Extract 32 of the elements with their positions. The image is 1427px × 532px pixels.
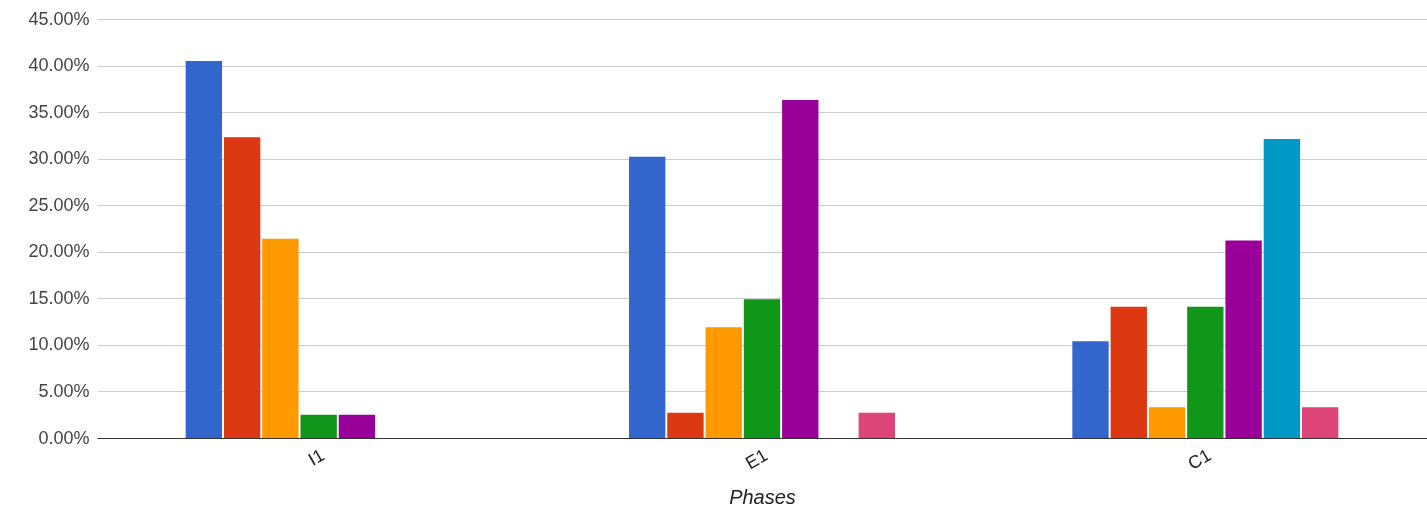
bar xyxy=(1110,306,1147,438)
bar xyxy=(338,414,376,438)
y-tick-label: 30.00% xyxy=(28,148,90,169)
x-tick-label: E1 xyxy=(741,444,771,474)
bar xyxy=(1072,341,1109,438)
bar xyxy=(858,412,895,438)
x-tick-label: C1 xyxy=(1184,444,1215,474)
y-tick-label: 10.00% xyxy=(28,334,90,355)
y-tick-label: 15.00% xyxy=(28,287,90,308)
bar xyxy=(1263,139,1301,438)
bar xyxy=(1187,306,1224,438)
y-tick-label: 20.00% xyxy=(28,241,90,262)
bar xyxy=(1225,240,1262,438)
bar xyxy=(262,238,299,438)
bar xyxy=(185,60,223,438)
y-tick-label: 45.00% xyxy=(28,8,90,29)
y-tick-label: 40.00% xyxy=(28,55,90,76)
y-tick-label: 5.00% xyxy=(38,380,90,401)
bar xyxy=(1301,407,1339,438)
y-tick-label: 25.00% xyxy=(28,194,90,215)
y-tick-label: 0.00% xyxy=(38,427,90,448)
bar xyxy=(223,137,261,438)
x-tick-label: I1 xyxy=(304,444,328,470)
x-axis-title: Phases xyxy=(729,485,796,508)
bar xyxy=(300,414,337,438)
bar xyxy=(629,156,666,438)
bar xyxy=(705,327,742,438)
bar xyxy=(1148,407,1186,438)
bar xyxy=(743,299,781,438)
bar xyxy=(667,412,704,438)
bar xyxy=(782,100,819,438)
y-tick-label: 35.00% xyxy=(28,101,90,122)
